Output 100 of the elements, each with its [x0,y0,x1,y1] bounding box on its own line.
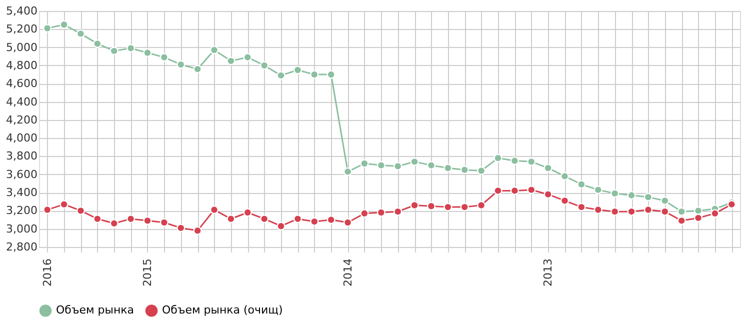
point [594,186,602,194]
y-tick-label: 3,200 [6,204,38,218]
y-tick-label: 4,800 [6,58,38,72]
y-tick-label: 4,200 [6,113,38,126]
point [143,216,152,225]
point [610,189,620,198]
point [343,167,352,176]
point [243,208,252,217]
point [343,218,352,227]
legend-label: Объем рынка (очищ) [162,304,283,317]
y-tick-label: 5,000 [6,40,38,54]
point [394,207,402,216]
point [394,162,402,171]
point [510,156,519,166]
point [560,196,570,206]
point [160,218,168,227]
point [376,161,386,170]
y-tick-label: 5,400 [6,4,38,18]
point [160,52,168,62]
point [677,216,686,225]
point [444,164,452,172]
point [326,215,336,224]
point [627,190,636,200]
point [260,214,269,224]
point [444,202,452,212]
point [527,186,536,194]
point [110,219,118,228]
y-tick-label: 4,600 [6,77,38,90]
y-tick-label: 3,600 [6,168,38,181]
point [193,226,202,235]
point [460,166,469,174]
point [360,209,369,218]
point [610,207,620,216]
point [510,186,519,196]
point [76,206,86,215]
point [660,207,670,216]
point [544,190,552,199]
point [410,157,419,166]
point [276,71,286,80]
point [43,24,52,33]
point [126,44,136,53]
point [644,192,653,202]
point [627,207,636,216]
point [527,157,536,166]
point [143,48,152,58]
point [460,202,469,212]
point [76,29,86,38]
point [176,224,186,232]
point [176,60,186,69]
point [360,159,369,168]
point [310,217,319,226]
point [560,172,570,180]
point [660,196,670,206]
point [476,200,486,210]
x-tick-label: 2015 [140,258,154,286]
point [226,214,236,224]
x-tick-label: 2016 [40,258,54,286]
point [544,164,552,172]
point [677,207,686,216]
point [60,20,68,29]
point [426,161,436,170]
point [293,66,302,74]
point [243,52,252,62]
point [93,39,102,48]
point [644,205,653,214]
point [577,202,586,212]
point [193,64,202,74]
point [226,56,236,66]
point [577,180,586,189]
point [293,214,302,224]
point [594,205,602,214]
point [410,200,419,210]
y-tick-label: 2,800 [6,240,38,254]
point [93,214,102,224]
point [110,46,118,56]
point [210,46,219,54]
y-tick-label: 3,400 [6,186,38,200]
y-tick-label: 3,000 [6,222,38,236]
point [326,70,336,79]
y-tick-label: 3,800 [6,150,38,163]
legend-label: Объем рынка [56,304,134,317]
point [43,205,52,214]
y-tick-label: 4,400 [6,95,38,108]
y-tick-label: 4,000 [6,132,38,145]
point [260,61,269,70]
point [694,206,703,215]
point [310,70,319,79]
point [710,209,720,218]
point [210,205,219,214]
point [126,214,136,224]
point [694,214,703,222]
point [476,166,486,176]
point [494,154,502,162]
point [494,186,502,196]
point [376,208,386,217]
x-tick-label: 2013 [542,258,555,286]
point [426,202,436,210]
point [60,200,68,209]
y-tick-label: 5,200 [6,22,38,36]
point [276,222,286,230]
